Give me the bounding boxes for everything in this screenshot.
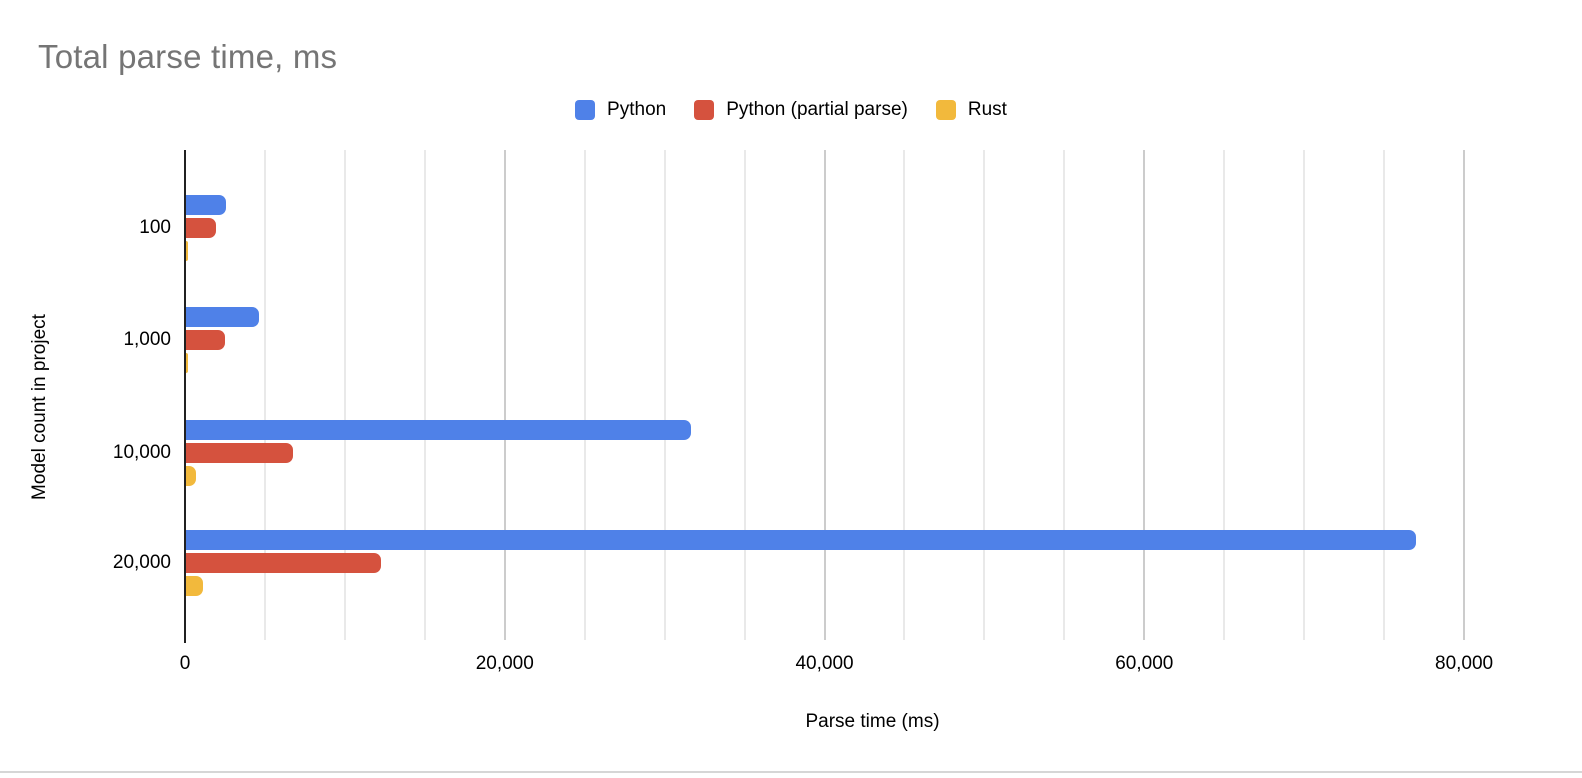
minor-gridline-50000 [983, 150, 986, 640]
major-gridline-60000 [1143, 150, 1146, 640]
minor-gridline-15000 [423, 150, 426, 640]
minor-gridline-5000 [263, 150, 266, 640]
bar-group-20-000 [186, 530, 1560, 596]
bottom-divider [0, 771, 1582, 773]
bar-python-partial-parse-20-000 [186, 553, 381, 573]
plot-area: Parse time (ms) 100 1,000 10,000 20,000 0 20,… [113, 150, 1560, 732]
bar-group-10-000 [186, 420, 1560, 486]
bar-group-100 [186, 195, 1560, 261]
bar-python-100 [186, 195, 226, 215]
bar-python-partial-parse-100 [186, 218, 217, 238]
major-gridline-40000 [823, 150, 826, 640]
legend-swatch-python [575, 100, 596, 120]
chart-title: Total parse time, ms [38, 38, 338, 75]
legend-swatch-python-partial-parse [694, 100, 715, 120]
x-tick-label-80-000: 80,000 [1435, 653, 1494, 674]
y-axis-title: Model count in project [29, 314, 50, 500]
bar-python-1-000 [186, 307, 259, 327]
legend-label-python: Python [607, 99, 667, 120]
bar-python-partial-parse-1-000 [186, 330, 226, 350]
legend-label-python-partial-parse: Python (partial parse) [726, 99, 908, 120]
y-tick-label-10-000: 10,000 [112, 442, 171, 463]
legend-item-python-partial-parse: Python (partial parse) [694, 99, 908, 121]
bar-rust-10-000 [186, 466, 196, 486]
y-tick-label-20-000: 20,000 [112, 552, 171, 573]
minor-gridline-55000 [1063, 150, 1066, 640]
minor-gridline-10000 [343, 150, 346, 640]
minor-gridline-70000 [1303, 150, 1306, 640]
x-tick-label-60-000: 60,000 [1115, 653, 1174, 674]
minor-gridline-65000 [1223, 150, 1226, 640]
bar-python-partial-parse-10-000 [186, 443, 294, 463]
major-gridline-20000 [503, 150, 506, 640]
legend: Python Python (partial parse) Rust [0, 99, 1582, 121]
bar-python-10-000 [186, 420, 691, 440]
bar-python-20-000 [186, 530, 1417, 550]
x-tick-label-40-000: 40,000 [795, 653, 854, 674]
y-tick-label-1-000: 1,000 [123, 329, 171, 350]
x-tick-label-20-000: 20,000 [475, 653, 534, 674]
minor-gridline-45000 [903, 150, 906, 640]
bar-rust-100 [186, 241, 189, 261]
bar-rust-1-000 [186, 353, 189, 373]
legend-item-rust: Rust [935, 99, 1007, 121]
minor-gridline-35000 [743, 150, 746, 640]
minor-gridline-25000 [583, 150, 586, 640]
y-tick-label-100: 100 [139, 217, 171, 238]
legend-swatch-rust [935, 100, 956, 120]
bar-group-1-000 [186, 307, 1560, 373]
x-axis-title: Parse time (ms) [805, 711, 940, 732]
major-gridline-80000 [1463, 150, 1466, 640]
legend-label-rust: Rust [967, 99, 1007, 120]
legend-item-python: Python [575, 99, 666, 121]
minor-gridline-75000 [1383, 150, 1386, 640]
x-tick-label-0: 0 [179, 653, 191, 674]
y-axis-line [184, 150, 186, 643]
bar-rust-20-000 [186, 576, 203, 596]
minor-gridline-30000 [663, 150, 666, 640]
